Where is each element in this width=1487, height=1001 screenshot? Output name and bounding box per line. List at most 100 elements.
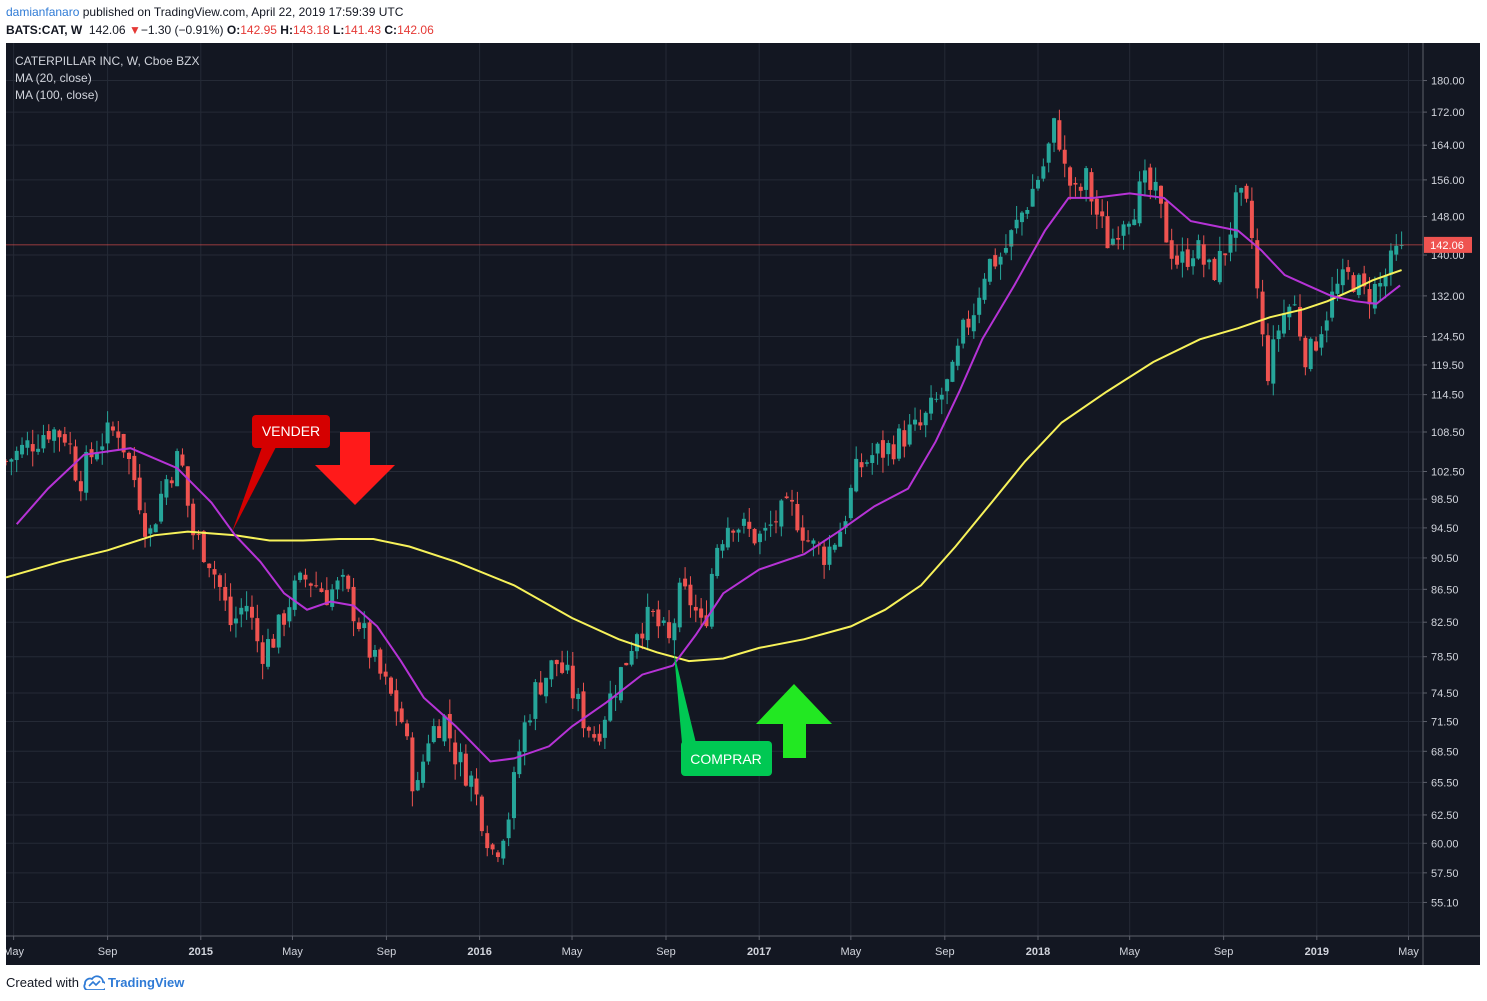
candle-body <box>378 649 383 674</box>
candle-body <box>891 444 896 460</box>
candle-body <box>554 659 559 665</box>
candle-body <box>827 546 832 565</box>
candle-body <box>287 607 292 622</box>
candle-body <box>832 544 837 550</box>
up-arrow-icon <box>756 684 832 758</box>
candle-body <box>346 575 351 589</box>
candle-body <box>1030 188 1035 207</box>
candle-body <box>870 455 875 463</box>
candle-body <box>533 682 538 719</box>
candle-body <box>479 796 484 832</box>
time-tick-label: May <box>840 946 861 958</box>
publish-info: damianfanaro published on TradingView.co… <box>6 5 403 19</box>
candle-body <box>902 430 907 447</box>
candle-body <box>864 462 869 464</box>
candle-body <box>100 446 105 450</box>
candle-body <box>752 529 757 544</box>
candle-body <box>709 573 714 627</box>
candle-body <box>1239 187 1244 193</box>
buy-label: COMPRAR <box>690 751 762 767</box>
price-tick-label: 60.00 <box>1431 838 1459 850</box>
candle-body <box>784 496 789 499</box>
candle-body <box>1298 307 1303 337</box>
candle-body <box>1052 118 1057 143</box>
candle-body <box>560 662 565 673</box>
candle-body <box>961 319 966 344</box>
candle-body <box>41 435 46 449</box>
down-arrow-icon <box>315 432 395 505</box>
candle-body <box>715 547 720 577</box>
candle-body <box>1094 198 1099 215</box>
time-axis[interactable]: May Sep 2015 May Sep 2016 May Sep 2017 May Sep 2018… <box>6 936 1419 958</box>
candle-body <box>629 650 634 665</box>
candle-body <box>581 691 586 729</box>
candle-body <box>239 607 244 615</box>
price-tick-label: 108.50 <box>1431 427 1465 439</box>
candle-body <box>388 677 393 694</box>
candle-body <box>244 605 249 612</box>
tradingview-brand[interactable]: TradingView <box>107 975 185 990</box>
price-tick-label: 68.50 <box>1431 746 1459 758</box>
candle-body <box>52 429 57 441</box>
candle-body <box>779 500 784 527</box>
candle-body <box>137 477 142 511</box>
created-with-text: Created with <box>6 975 79 990</box>
candle-body <box>1153 181 1158 191</box>
candle-body <box>319 588 324 592</box>
candle-body <box>14 450 19 461</box>
candle-body <box>1185 249 1190 267</box>
price-chart[interactable]: 180.00 172.00 164.00 156.00 148.00 140.00 132.… <box>6 43 1480 965</box>
candle-body <box>1180 251 1185 263</box>
time-tick-label: May <box>282 946 303 958</box>
candle-body <box>576 693 581 700</box>
price-tick-label: 62.50 <box>1431 810 1459 822</box>
candle-body <box>538 682 543 695</box>
price-tick-label: 140.00 <box>1431 250 1465 262</box>
candle-body <box>592 734 597 738</box>
candle-body <box>1276 330 1281 340</box>
candle-body <box>1100 211 1105 217</box>
candle-body <box>955 345 960 366</box>
candle-body <box>704 615 709 627</box>
candle-body <box>356 622 361 630</box>
candle-body <box>330 589 335 607</box>
legend-ma100[interactable]: MA (100, close) <box>15 88 98 102</box>
candle-body <box>667 622 672 639</box>
buy-callout-pointer <box>674 653 696 743</box>
candle-body <box>314 585 319 587</box>
candle-body <box>351 586 356 622</box>
price-tick-label: 57.50 <box>1431 868 1459 880</box>
candle-body <box>848 487 853 519</box>
price-tick-label: 90.50 <box>1431 553 1459 565</box>
candle-body <box>1388 250 1393 275</box>
time-tick-label: Sep <box>377 946 397 958</box>
candle-body <box>1319 334 1324 348</box>
candle-body <box>421 761 426 783</box>
candle-body <box>822 546 827 565</box>
candle-body <box>228 596 233 626</box>
price-tick-label: 148.00 <box>1431 211 1465 223</box>
candle-body <box>46 431 51 440</box>
sell-label: VENDER <box>262 423 320 439</box>
candle-body <box>1046 143 1051 163</box>
candle-body <box>201 531 206 563</box>
candlesticks <box>6 109 1404 865</box>
candle-body <box>1378 283 1383 287</box>
candle-body <box>1084 168 1089 190</box>
legend-ma20[interactable]: MA (20, close) <box>15 71 92 85</box>
candle-body <box>217 575 222 587</box>
price-axis[interactable]: 180.00 172.00 164.00 156.00 148.00 140.00 132.… <box>1423 76 1465 910</box>
candle-body <box>485 833 490 849</box>
time-tick-label: May <box>1398 946 1419 958</box>
candle-body <box>1324 320 1329 331</box>
candle-body <box>1137 181 1142 224</box>
candle-body <box>1201 244 1206 265</box>
candle-body <box>105 422 110 444</box>
candle-body <box>843 521 848 528</box>
candle-body <box>511 772 516 819</box>
candle-body <box>110 426 115 431</box>
candle-body <box>367 622 372 658</box>
candle-body <box>1014 219 1019 229</box>
author-link[interactable]: damianfanaro <box>6 5 80 19</box>
publish-text: published on TradingView.com, April 22, … <box>79 5 404 19</box>
